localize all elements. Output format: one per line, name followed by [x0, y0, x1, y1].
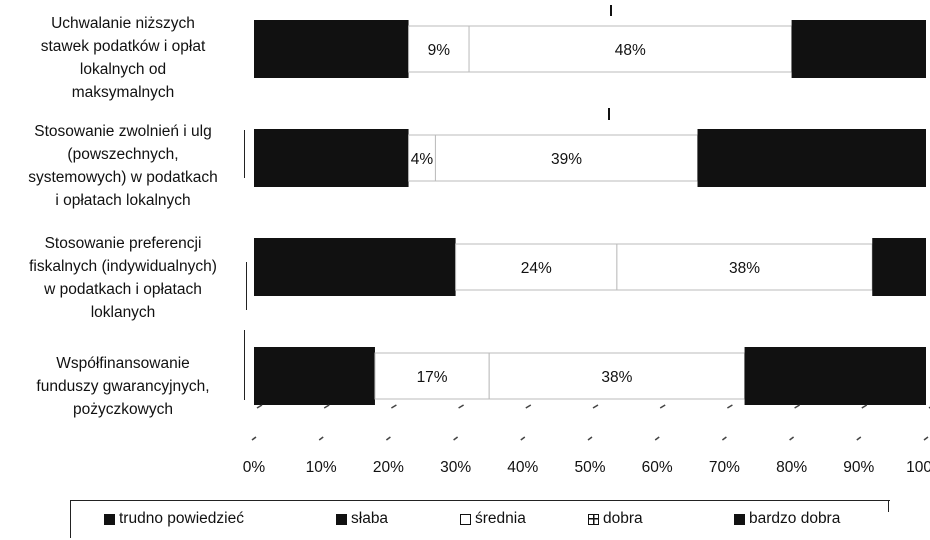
data-label: 9% [428, 42, 451, 59]
category-label-line: lokalnych od [79, 61, 167, 78]
category-label-line: w podatkach i opłatach [44, 281, 202, 298]
category-label-line: Uchwalanie niższych [51, 15, 195, 32]
bar-segment-dark-left [254, 20, 409, 78]
axis-dot [520, 436, 526, 441]
axis-dot [323, 404, 330, 409]
axis-dot [659, 404, 666, 409]
category-label-line: Współfinansowanie [56, 355, 190, 372]
axis-dot [256, 404, 263, 409]
x-tick-label: 60% [642, 459, 673, 476]
data-label: 17% [417, 369, 448, 386]
axis-dot [391, 404, 397, 409]
category-label-line: i opłatach lokalnych [55, 192, 191, 209]
axis-dot [458, 404, 464, 409]
axis-dot [727, 404, 733, 409]
legend-label: dobra [603, 510, 643, 527]
category-label-4: Współfinansowanie funduszy gwarancyjnych,… [0, 352, 246, 421]
bar-segment-srednia [374, 352, 490, 400]
x-tick-label: 10% [306, 459, 337, 476]
x-tick-label: 40% [507, 459, 538, 476]
category-label-2: Stosowanie zwolnień i ulg (powszechnych, s… [0, 120, 246, 212]
bar-segment-dark-left [254, 238, 456, 296]
axis-dot [721, 436, 727, 441]
category-label-line: stawek podatków i opłat [40, 38, 206, 55]
bracket-line [246, 262, 247, 310]
legend-item-bardzo-dobra: bardzo dobra [734, 510, 840, 528]
data-label: 38% [729, 260, 760, 277]
bar-segment-dark-right [697, 129, 926, 187]
axis-dot [856, 436, 862, 441]
category-label-3: Stosowanie preferencji fiskalnych (indywi… [0, 232, 246, 324]
category-label-line: funduszy gwarancyjnych, [36, 378, 210, 395]
bar-segment-dark-right [744, 347, 926, 405]
axis-dot [453, 436, 459, 441]
axis-dot [789, 436, 795, 441]
bar-segment-dark-left [254, 347, 375, 405]
x-tick-label: 100% [906, 459, 930, 476]
axis-dot [592, 404, 599, 409]
x-tick-label: 70% [709, 459, 740, 476]
category-label-line: maksymalnych [71, 84, 175, 101]
legend-item-slaba: słaba [336, 510, 388, 528]
axis-dot [251, 436, 257, 441]
bar-segment-dobra [468, 25, 793, 73]
x-tick-label: 0% [243, 459, 266, 476]
x-tick-label: 90% [843, 459, 874, 476]
legend-item-srednia: średnia [460, 510, 526, 528]
axis-dot [318, 436, 324, 441]
legend-swatch [460, 513, 471, 525]
bar-segment-dark-left [254, 129, 409, 187]
data-label: 39% [551, 151, 582, 168]
legend-item-dobra: dobra [588, 510, 643, 528]
legend-swatch [104, 513, 115, 525]
axis-dot [861, 404, 868, 409]
bar-segment-dark-right [791, 20, 926, 78]
category-label-line: pożyczkowych [73, 401, 173, 418]
legend-label: bardzo dobra [749, 510, 841, 527]
axis-dot [794, 404, 800, 409]
category-label-line: Stosowanie preferencji [44, 235, 202, 252]
data-label: 24% [521, 260, 552, 277]
axis-dot [923, 436, 929, 441]
legend-swatch [336, 513, 347, 525]
axis-dot [587, 436, 593, 441]
data-label: 48% [615, 42, 646, 59]
category-label-line: (powszechnych, [67, 146, 179, 163]
x-tick-label: 50% [574, 459, 605, 476]
legend-frame-right [888, 500, 889, 512]
x-tick-label: 20% [373, 459, 404, 476]
bracket-line [244, 130, 245, 178]
legend-frame-left [70, 500, 71, 538]
x-tick-label: 80% [776, 459, 807, 476]
legend-swatch [588, 513, 599, 525]
bar-segment-srednia [455, 243, 618, 291]
legend-label: trudno powiedzieć [119, 510, 244, 527]
axis-dot [654, 436, 660, 441]
x-tick-label: 30% [440, 459, 471, 476]
bar-segment-dark-right [872, 238, 926, 296]
category-label-line: fiskalnych (indywidualnych) [29, 258, 217, 275]
legend-swatch [734, 513, 745, 525]
category-label-line: loklanych [90, 304, 156, 321]
data-label: 4% [411, 151, 434, 168]
category-label-1: Uchwalanie niższych stawek podatków i opł… [0, 12, 246, 104]
data-label: 38% [601, 369, 632, 386]
legend-label: średnia [475, 510, 526, 527]
bracket-line [244, 330, 245, 400]
bar-segment-srednia [408, 25, 470, 73]
axis-dot [385, 436, 391, 441]
legend-label: słaba [351, 510, 389, 527]
category-label-line: Stosowanie zwolnień i ulg [34, 123, 212, 140]
axis-dot [525, 404, 532, 409]
legend-item-trudno-powiedziec: trudno powiedzieć [104, 510, 244, 528]
category-label-line: systemowych) w podatkach [28, 169, 218, 186]
legend-frame [70, 500, 890, 539]
